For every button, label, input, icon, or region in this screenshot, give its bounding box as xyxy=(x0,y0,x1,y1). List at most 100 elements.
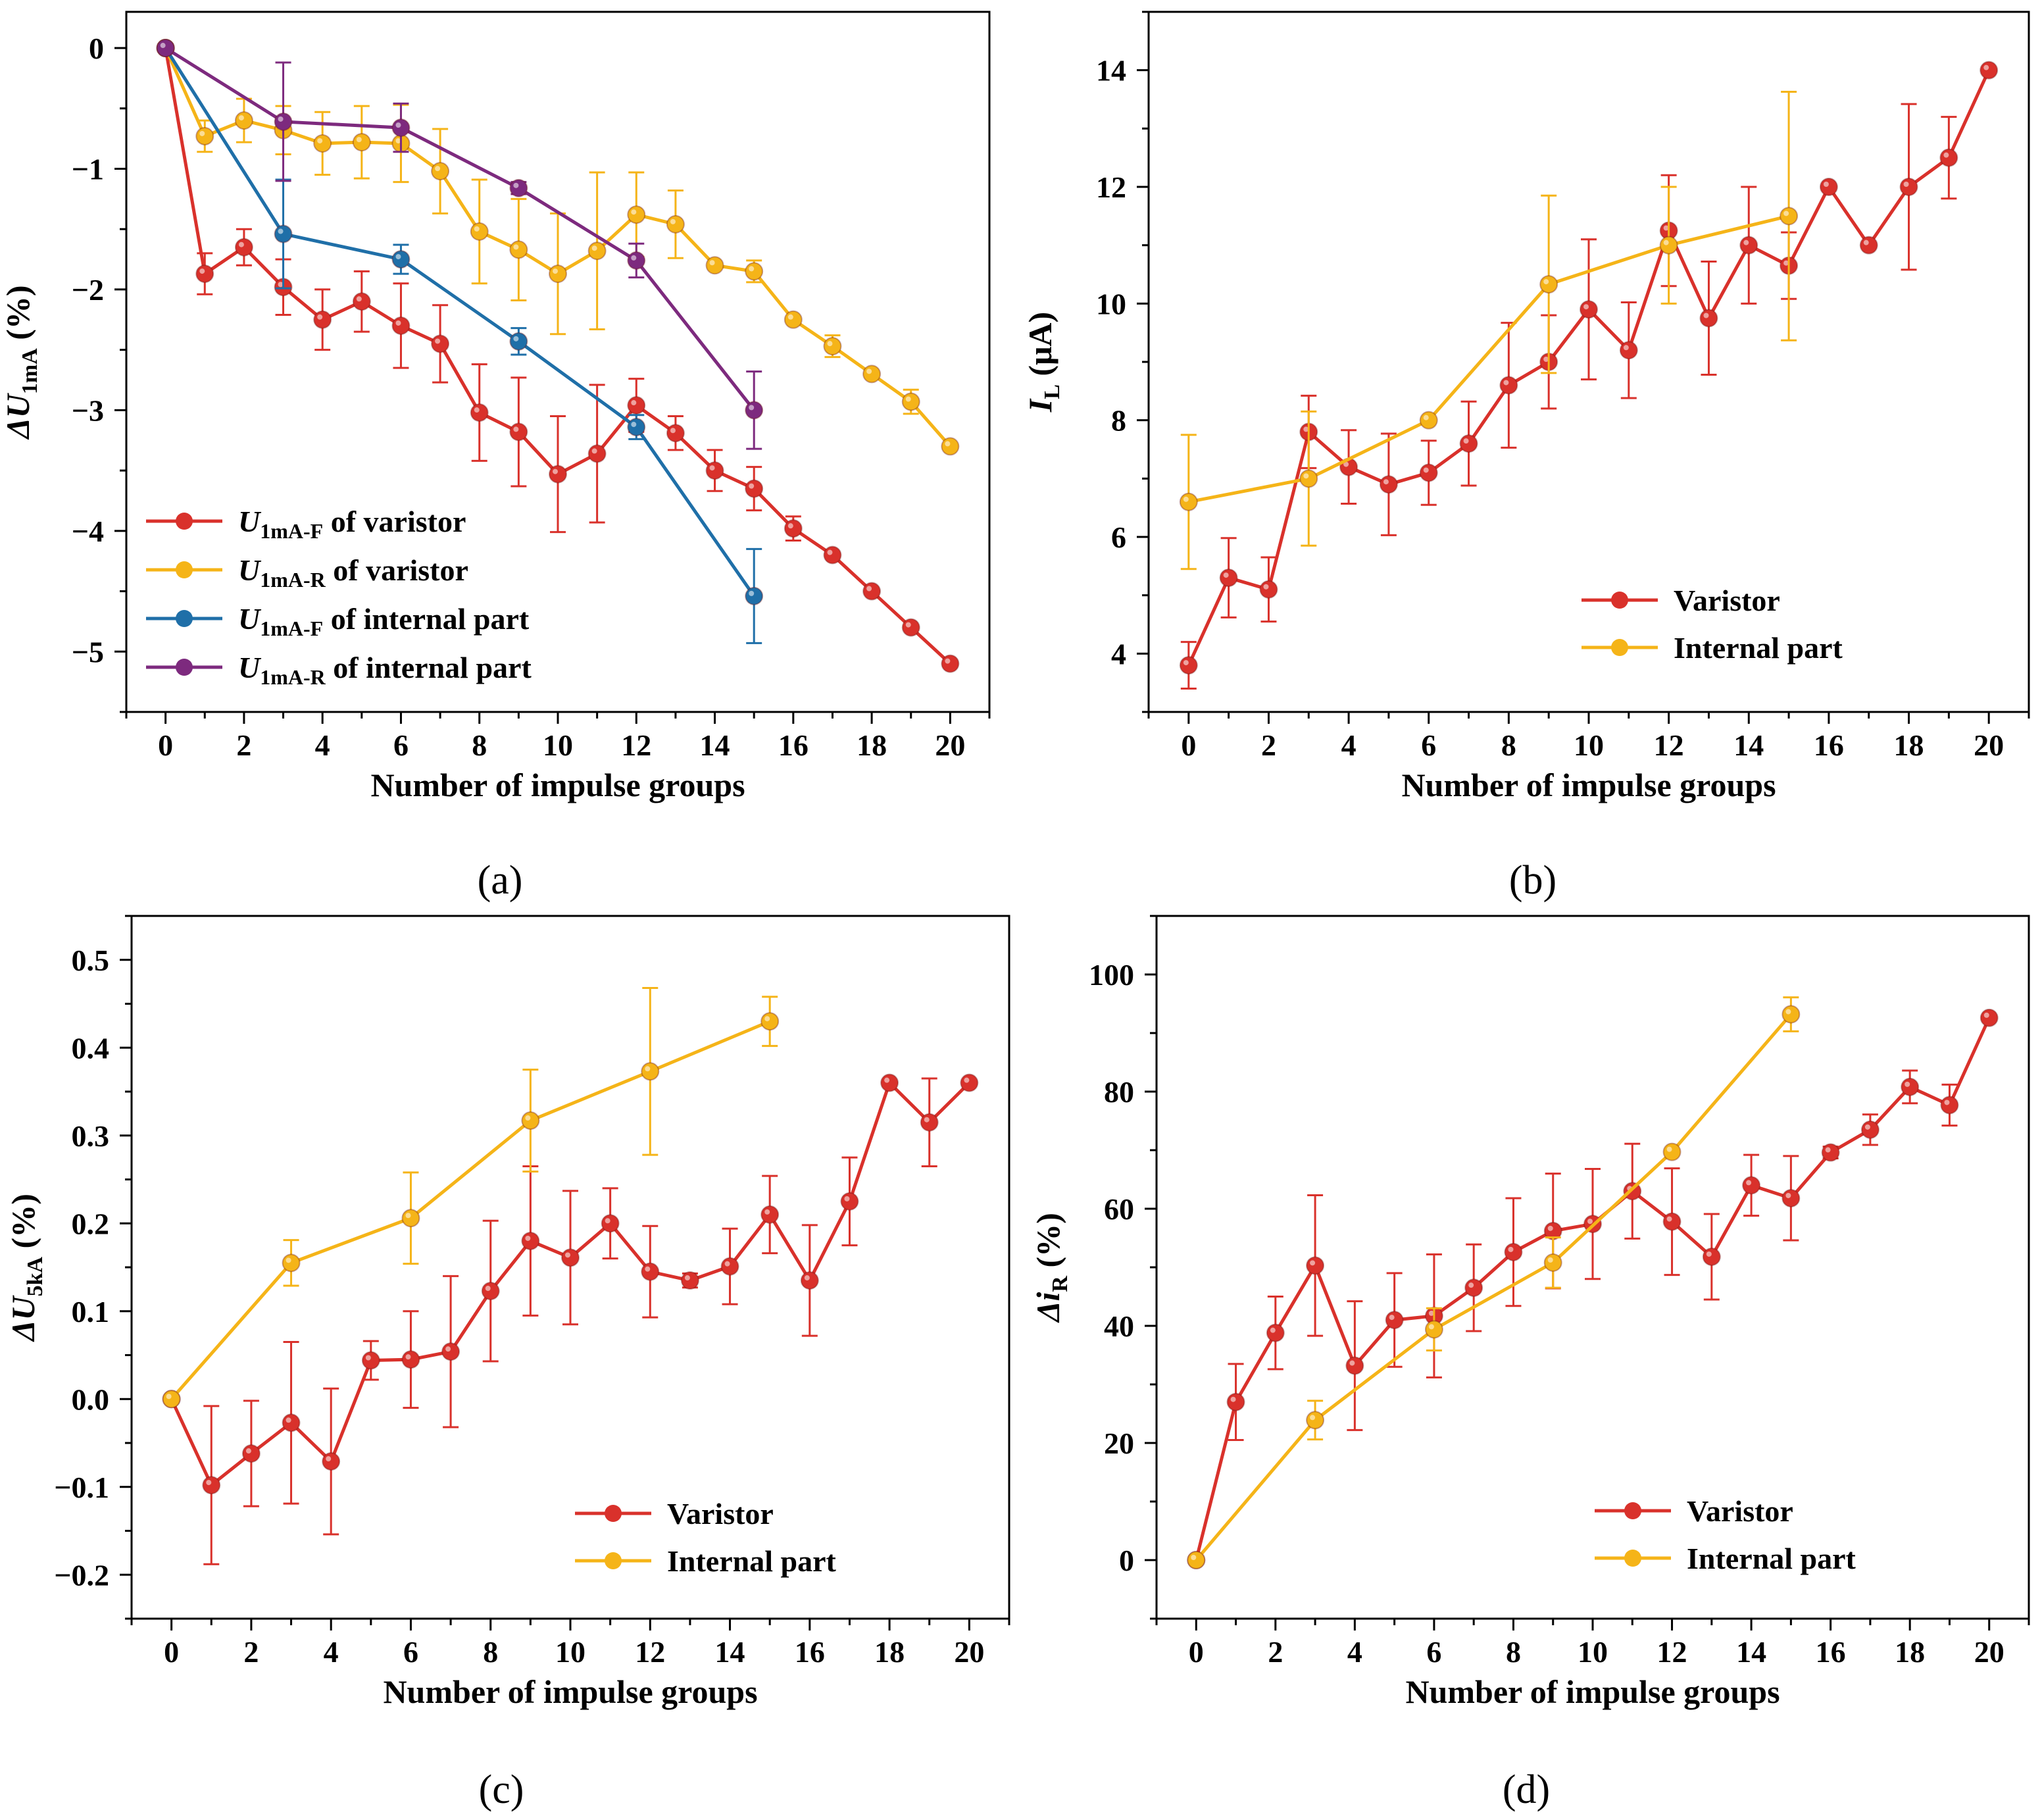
data-point xyxy=(784,519,803,538)
x-tick-label: 4 xyxy=(324,1635,339,1669)
legend-marker xyxy=(176,561,193,578)
legend-label: U1mA-R of internal part xyxy=(238,651,532,689)
x-tick-label: 12 xyxy=(1654,728,1684,762)
data-point xyxy=(1702,1247,1721,1266)
data-point-highlight xyxy=(1663,225,1669,231)
legend-label-sub: 1mA-R xyxy=(260,568,326,592)
series-1 xyxy=(1179,90,1799,570)
y-axis-title-main: Δi xyxy=(1030,1292,1066,1323)
data-point xyxy=(313,134,332,153)
data-point-highlight xyxy=(1468,1282,1474,1288)
data-point-highlight xyxy=(631,422,637,428)
legend: Varistor Internal part xyxy=(1595,1494,1856,1575)
legend-label: Internal part xyxy=(1687,1542,1856,1575)
data-point xyxy=(313,310,332,329)
data-point-highlight xyxy=(827,549,833,555)
data-point xyxy=(391,250,411,269)
data-point xyxy=(666,215,685,234)
legend-label-main: U xyxy=(238,651,262,684)
legend-label-sub: 1mA-F xyxy=(260,617,323,640)
legend-label-rest: of varistor xyxy=(326,553,468,587)
legend-label-rest: of internal part xyxy=(323,602,530,636)
data-point-highlight xyxy=(1423,415,1429,420)
data-point-highlight xyxy=(278,116,284,122)
data-point-highlight xyxy=(631,209,637,215)
x-tick-label: 18 xyxy=(1895,1635,1925,1669)
data-point xyxy=(156,39,175,58)
data-point xyxy=(627,205,646,224)
data-point-highlight xyxy=(356,296,362,302)
x-axis-title: Number of impulse groups xyxy=(1401,767,1776,803)
legend-marker xyxy=(1624,1550,1641,1567)
y-axis-title-sub: L xyxy=(1040,384,1064,399)
data-point-highlight xyxy=(844,1196,850,1201)
data-point-highlight xyxy=(238,115,244,121)
y-tick-label: −0.2 xyxy=(54,1558,109,1592)
data-point xyxy=(666,424,685,443)
data-point xyxy=(1859,236,1878,255)
x-tick-label: 2 xyxy=(243,1635,259,1669)
data-point-highlight xyxy=(513,426,519,432)
data-point xyxy=(862,582,882,601)
data-point xyxy=(745,401,764,420)
data-point-highlight xyxy=(787,523,793,529)
data-point xyxy=(234,238,253,257)
legend-label: Varistor xyxy=(667,1497,774,1530)
data-point xyxy=(431,162,450,181)
data-point-highlight xyxy=(1547,1257,1553,1263)
legend: Varistor Internal part xyxy=(1581,584,1843,665)
series-1 xyxy=(1187,996,1801,1569)
y-tick-label: 20 xyxy=(1104,1427,1134,1460)
data-point xyxy=(1499,376,1518,395)
legend-marker xyxy=(605,1552,622,1569)
data-point xyxy=(1424,1320,1443,1339)
data-point-highlight xyxy=(1183,496,1189,502)
data-point xyxy=(1179,656,1198,675)
data-point xyxy=(274,112,293,131)
data-point xyxy=(470,222,489,241)
x-tick-label: 20 xyxy=(954,1635,984,1669)
data-point xyxy=(1980,1008,1999,1027)
series-1 xyxy=(162,986,780,1409)
data-point xyxy=(1299,469,1318,488)
series-1 xyxy=(156,39,960,456)
x-axis-title: Number of impulse groups xyxy=(1405,1673,1780,1710)
data-point-highlight xyxy=(278,282,284,288)
data-point xyxy=(862,365,882,384)
data-point-highlight xyxy=(405,1354,411,1360)
legend-marker xyxy=(1611,592,1628,609)
data-point xyxy=(234,111,253,130)
data-point xyxy=(521,1111,540,1130)
data-point xyxy=(1306,1256,1325,1275)
data-point-highlight xyxy=(787,314,793,320)
data-point-highlight xyxy=(1785,1192,1791,1198)
data-point xyxy=(745,262,764,281)
data-point xyxy=(202,1476,221,1495)
data-point-highlight xyxy=(445,1346,451,1352)
data-point-highlight xyxy=(199,268,205,274)
data-point xyxy=(481,1282,500,1301)
y-axis-title: ΔU5kA (%) xyxy=(5,1194,47,1342)
data-point-highlight xyxy=(1783,211,1789,216)
data-point-highlight xyxy=(1666,1146,1672,1152)
data-point-highlight xyxy=(945,658,951,664)
data-point-highlight xyxy=(238,241,244,247)
series-0 xyxy=(156,39,960,673)
data-point-highlight xyxy=(1543,357,1549,362)
data-point xyxy=(431,334,450,353)
data-point-highlight xyxy=(1905,1081,1910,1087)
data-point-highlight xyxy=(1587,1219,1593,1225)
series-3 xyxy=(156,39,764,450)
x-tick-label: 2 xyxy=(236,728,251,762)
data-point-highlight xyxy=(1703,313,1709,318)
series-line xyxy=(164,46,756,411)
data-point xyxy=(1345,1356,1364,1375)
y-tick-label: 0.5 xyxy=(72,944,110,977)
series-0 xyxy=(1187,1008,1999,1569)
data-point-highlight xyxy=(645,1266,651,1272)
data-point-highlight xyxy=(1223,572,1229,578)
data-point-highlight xyxy=(1230,1396,1236,1402)
data-point xyxy=(162,1390,181,1409)
data-point xyxy=(587,444,607,463)
